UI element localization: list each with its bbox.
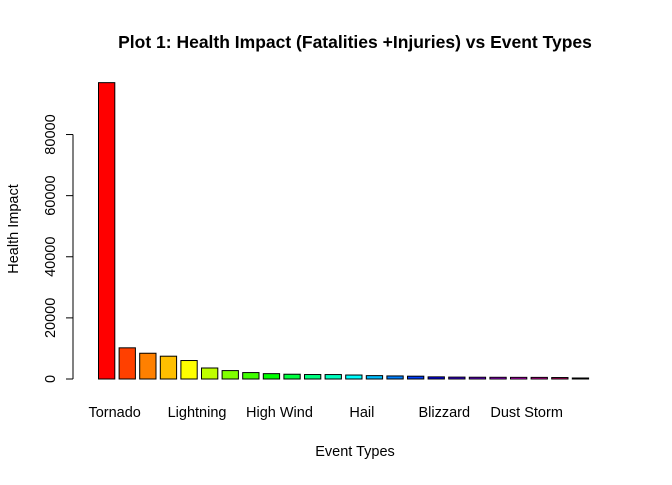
- bar: [283, 373, 301, 380]
- x-axis-label: Event Types: [315, 444, 395, 460]
- bar: [262, 373, 281, 380]
- bar: [201, 367, 219, 380]
- bar: [551, 377, 569, 380]
- bar: [221, 370, 239, 380]
- y-tick-label: 20000: [43, 298, 59, 338]
- y-axis: 0 20000 40000 60000 80000: [43, 114, 74, 383]
- bar: [386, 375, 404, 380]
- bar: [159, 355, 178, 380]
- x-tick-label: Lightning: [168, 405, 227, 421]
- bar: [98, 82, 116, 380]
- chart-title: Plot 1: Health Impact (Fatalities +Injur…: [118, 32, 592, 52]
- bar: [365, 375, 384, 380]
- bar: [571, 377, 590, 380]
- bar: [345, 374, 363, 380]
- bar: [118, 347, 136, 380]
- bar: [510, 376, 528, 380]
- y-tick-label: 40000: [43, 237, 59, 277]
- y-tick-label: 0: [43, 375, 59, 383]
- x-tick-label: Hail: [349, 405, 374, 421]
- bars: [98, 82, 590, 380]
- y-tick-label: 60000: [43, 175, 59, 215]
- bar: [448, 376, 466, 380]
- bar: [242, 372, 260, 380]
- x-tick-label: Dust Storm: [490, 405, 563, 421]
- bar: [324, 374, 342, 380]
- bar: [530, 376, 548, 380]
- bar: [407, 375, 425, 380]
- x-tick-labels: Tornado Lightning High Wind Hail Blizzard Dus…: [88, 405, 562, 421]
- y-axis-label: Health Impact: [6, 184, 22, 273]
- bar: [139, 352, 157, 380]
- x-tick-label: Blizzard: [418, 405, 470, 421]
- x-tick-label: Tornado: [88, 405, 140, 421]
- bar: [427, 376, 445, 380]
- bar: [304, 374, 322, 380]
- y-tick-label: 80000: [43, 114, 59, 154]
- bar: [180, 360, 198, 380]
- bar: [489, 376, 507, 380]
- x-tick-label: High Wind: [246, 405, 313, 421]
- bar: [468, 376, 487, 380]
